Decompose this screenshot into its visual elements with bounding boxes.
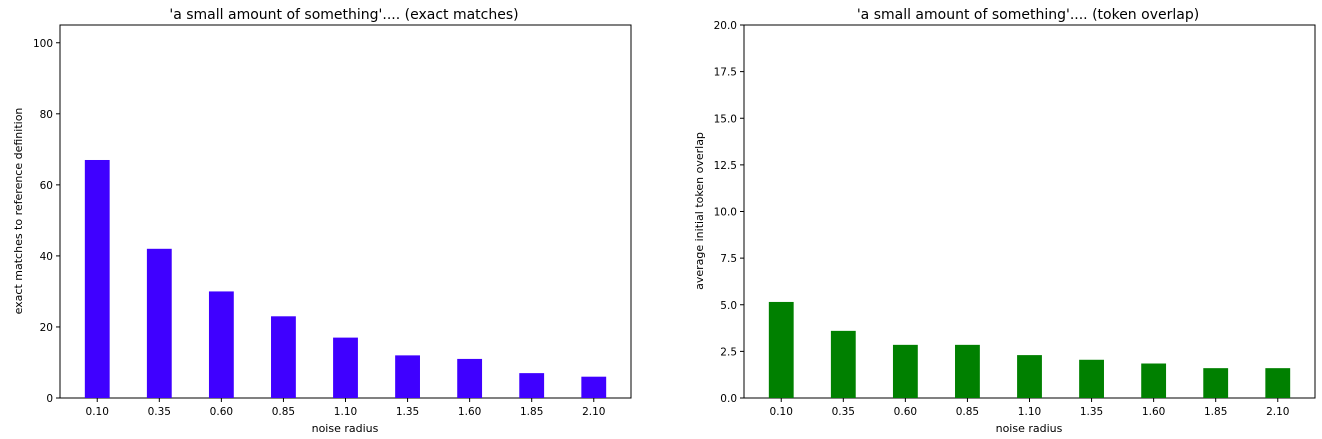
y-tick-label: 100 bbox=[33, 38, 53, 50]
bar-0.85 bbox=[955, 344, 980, 398]
token-overlap-chart: 'a small amount of something'.... (token… bbox=[693, 7, 1316, 435]
x-tick-label: 0.60 bbox=[210, 406, 233, 418]
x-tick-label: 1.60 bbox=[458, 406, 481, 418]
y-tick-label: 40 bbox=[40, 251, 53, 263]
y-tick-label: 17.5 bbox=[714, 67, 737, 79]
bar-0.35 bbox=[830, 330, 856, 398]
y-tick-label: 5.0 bbox=[720, 300, 737, 312]
x-tick-label: 1.60 bbox=[1142, 406, 1165, 418]
x-tick-label: 1.85 bbox=[520, 406, 543, 418]
chart-title: 'a small amount of something'.... (token… bbox=[857, 7, 1199, 23]
x-tick-label: 1.35 bbox=[396, 406, 419, 418]
bar-1.10 bbox=[1017, 355, 1042, 398]
bar-0.60 bbox=[208, 291, 234, 398]
x-tick-label: 0.85 bbox=[272, 406, 295, 418]
y-tick-label: 20.0 bbox=[714, 20, 737, 32]
x-tick-label: 1.10 bbox=[334, 406, 357, 418]
x-tick-label: 1.10 bbox=[1018, 406, 1041, 418]
x-tick-label: 0.85 bbox=[956, 406, 979, 418]
bar-0.35 bbox=[146, 248, 172, 398]
y-tick-label: 10.0 bbox=[714, 207, 737, 219]
x-tick-label: 0.35 bbox=[832, 406, 855, 418]
x-tick-label: 0.10 bbox=[770, 406, 793, 418]
bar-2.10 bbox=[1265, 368, 1291, 398]
chart-title: 'a small amount of something'.... (exact… bbox=[169, 7, 518, 23]
bar-0.60 bbox=[892, 344, 918, 398]
bar-1.10 bbox=[333, 337, 358, 398]
x-axis-label: noise radius bbox=[312, 422, 379, 435]
y-axis-label: exact matches to reference definition bbox=[12, 108, 25, 315]
bar-0.85 bbox=[271, 316, 296, 398]
x-tick-label: 1.85 bbox=[1204, 406, 1227, 418]
y-tick-label: 7.5 bbox=[720, 253, 737, 265]
y-tick-label: 2.5 bbox=[720, 346, 737, 358]
bar-0.10 bbox=[768, 301, 794, 398]
bar-1.85 bbox=[519, 373, 545, 398]
x-tick-label: 1.35 bbox=[1080, 406, 1103, 418]
x-tick-label: 0.60 bbox=[894, 406, 917, 418]
bar-1.60 bbox=[1141, 363, 1167, 398]
x-axis-label: noise radius bbox=[996, 422, 1063, 435]
x-tick-label: 2.10 bbox=[1266, 406, 1289, 418]
y-tick-label: 15.0 bbox=[714, 113, 737, 125]
x-tick-label: 2.10 bbox=[582, 406, 605, 418]
y-tick-label: 20 bbox=[40, 322, 53, 334]
y-tick-label: 0.0 bbox=[720, 393, 737, 405]
bar-1.60 bbox=[457, 358, 483, 398]
bar-1.85 bbox=[1203, 368, 1229, 398]
bar-1.35 bbox=[1079, 359, 1104, 398]
y-tick-label: 60 bbox=[40, 180, 53, 192]
bar-0.10 bbox=[84, 159, 110, 398]
bar-2.10 bbox=[581, 376, 607, 398]
exact-matches-chart: 'a small amount of something'.... (exact… bbox=[12, 7, 632, 435]
y-tick-label: 80 bbox=[40, 109, 53, 121]
x-tick-label: 0.35 bbox=[148, 406, 171, 418]
plot-area bbox=[743, 24, 1316, 399]
y-tick-label: 12.5 bbox=[714, 160, 737, 172]
y-axis-label: average initial token overlap bbox=[693, 132, 706, 290]
bar-1.35 bbox=[395, 355, 420, 398]
y-tick-label: 0 bbox=[46, 393, 53, 405]
x-tick-label: 0.10 bbox=[86, 406, 109, 418]
